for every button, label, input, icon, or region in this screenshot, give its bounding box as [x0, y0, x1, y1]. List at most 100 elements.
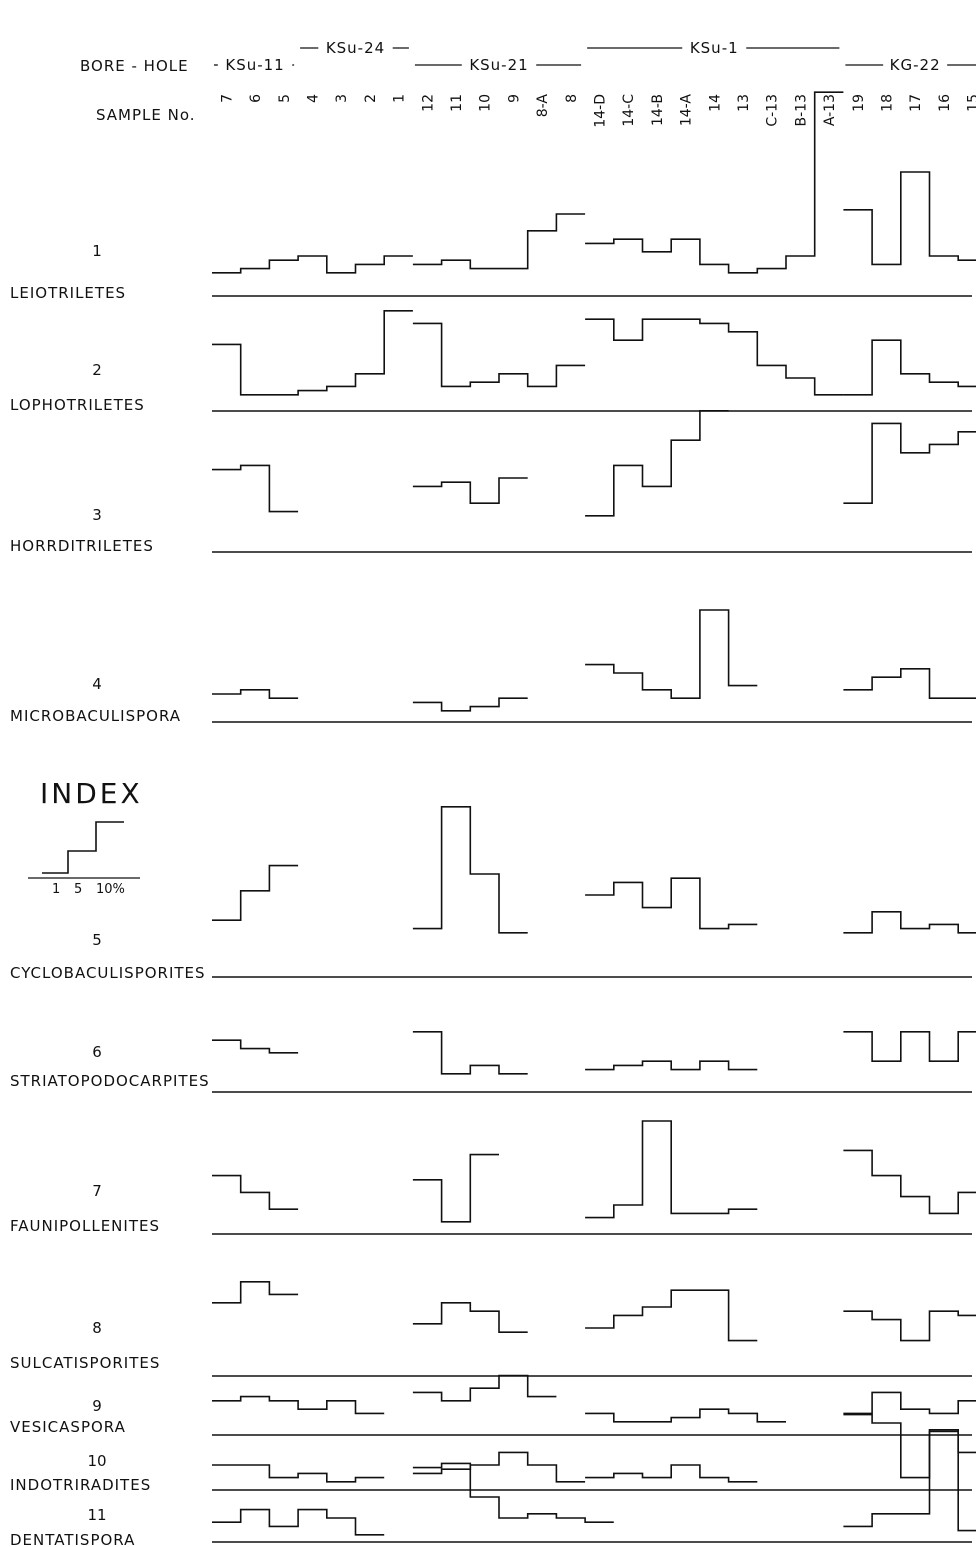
sample-number-labels: 7 6 5 4 3 2 1 12 11 10 9 8-A 8 14-D 14-C 14-B 14-A 14 13 C-…	[219, 94, 976, 128]
taxon-step-series	[212, 1174, 299, 1210]
taxon-number: 6	[92, 1043, 102, 1061]
sample-number-11: 11	[449, 94, 465, 112]
taxon-step-series	[585, 91, 844, 274]
taxon-step-series	[585, 1060, 758, 1071]
borehole-label-ksu-21: KSu-21	[469, 56, 528, 74]
taxon-step-series	[843, 1413, 976, 1479]
index-title: INDEX	[40, 777, 143, 810]
taxon-number: 10	[87, 1452, 106, 1470]
borehole-label-ksu-11: KSu-11	[225, 56, 284, 74]
taxon-step-series	[843, 1391, 976, 1415]
taxon-number: 3	[92, 506, 102, 524]
taxon-step-series	[212, 1395, 385, 1415]
taxon-step-series	[585, 318, 844, 396]
sample-number-14: 14	[707, 94, 723, 112]
taxon-step-series	[412, 477, 528, 504]
sample-number-14-b: 14-B	[650, 94, 666, 126]
index-tick-5: 5	[74, 882, 82, 897]
borehole-axis-label: BORE - HOLE	[80, 57, 189, 75]
taxon-step-series	[585, 410, 729, 517]
taxon-step-series	[412, 1302, 528, 1333]
taxon-step-series	[412, 806, 528, 934]
taxon-step-series	[212, 1039, 299, 1054]
taxon-name: STRIATOPODOCARPITES	[10, 1072, 210, 1090]
taxon-step-series	[843, 668, 976, 699]
taxon-number: 2	[92, 361, 102, 379]
taxon-panel-cyclobaculisporites: 5 CYCLOBACULISPORITES	[10, 806, 976, 982]
taxon-number: 11	[87, 1506, 106, 1524]
taxon-name: HORRDITRILETES	[10, 537, 154, 555]
taxon-step-series	[585, 1289, 758, 1342]
taxon-step-series	[212, 864, 299, 921]
chart-header: BORE - HOLE SAMPLE No. KSu-11KSu-24KSu-2…	[80, 39, 976, 128]
index-step-line	[42, 821, 124, 874]
sample-axis-label: SAMPLE No.	[96, 106, 196, 124]
taxon-number: 7	[92, 1182, 102, 1200]
taxon-step-series	[212, 689, 299, 699]
sample-number-7: 7	[219, 94, 235, 103]
taxon-step-series	[412, 213, 586, 270]
taxon-number: 9	[92, 1397, 102, 1415]
taxon-step-series	[585, 877, 758, 930]
taxon-step-series	[412, 1153, 499, 1223]
taxon-step-series	[412, 1451, 586, 1483]
taxon-number: 1	[92, 242, 102, 260]
taxon-name: MICROBACULISPORA	[10, 707, 181, 725]
index-tick-1: 1	[52, 882, 60, 897]
taxon-name: CYCLOBACULISPORITES	[10, 964, 206, 982]
taxon-step-series	[843, 171, 976, 266]
taxon-step-series	[843, 1429, 976, 1532]
borehole-label-ksu-24: KSu-24	[326, 39, 385, 57]
taxon-panel-faunipollenites: 7 FAUNIPOLLENITES	[10, 1120, 976, 1235]
taxon-step-series	[212, 464, 299, 513]
sample-number-4: 4	[305, 94, 321, 103]
taxon-panel-vesicaspora: 9 VESICASPORA	[10, 1374, 976, 1436]
sample-number-12: 12	[420, 94, 436, 112]
sample-number-8: 8	[564, 94, 580, 103]
taxon-name: LOPHOTRILETES	[10, 396, 145, 414]
taxa-panels: 1 LEIOTRILETES 2 LOPHOTRILETES 3 HORRDITRILET…	[10, 91, 976, 1547]
taxon-number: 5	[92, 931, 102, 949]
sample-number-1: 1	[392, 94, 408, 103]
taxon-name: INDOTRIRADITES	[10, 1476, 151, 1494]
taxon-step-series	[585, 1464, 758, 1483]
sample-number-14-a: 14-A	[679, 94, 695, 127]
borehole-label-kg-22: KG-22	[890, 56, 941, 74]
taxon-panel-indotriradites: 10 INDOTRIRADITES	[10, 1413, 976, 1494]
sample-number-6: 6	[248, 94, 264, 103]
taxon-step-series	[212, 1508, 385, 1536]
sample-number-8-a: 8-A	[535, 94, 551, 118]
taxon-step-series	[843, 339, 976, 396]
sample-number-10: 10	[478, 94, 494, 112]
taxon-name: DENTATISPORA	[10, 1531, 135, 1547]
taxon-step-series	[212, 310, 413, 396]
taxon-panel-leiotriletes: 1 LEIOTRILETES	[10, 91, 976, 302]
sample-number-15: 15	[966, 94, 976, 112]
taxon-name: FAUNIPOLLENITES	[10, 1217, 160, 1235]
taxon-step-series	[843, 1310, 976, 1342]
sample-number-c-13: C-13	[765, 94, 781, 127]
taxon-step-series	[585, 1408, 786, 1423]
sample-number-16: 16	[937, 94, 953, 112]
taxon-number: 8	[92, 1319, 102, 1337]
sample-number-17: 17	[908, 94, 924, 112]
taxon-name: VESICASPORA	[10, 1418, 126, 1436]
taxon-panel-striatopodocarpites: 6 STRIATOPODOCARPITES	[10, 1031, 976, 1093]
sample-number-5: 5	[277, 94, 293, 103]
taxon-step-series	[412, 1462, 614, 1523]
sample-number-3: 3	[334, 94, 350, 103]
sample-number-b-13: B-13	[793, 94, 809, 126]
taxon-step-series	[412, 1031, 528, 1075]
taxon-panel-lophotriletes: 2 LOPHOTRILETES	[10, 310, 976, 414]
taxon-step-series	[843, 422, 976, 504]
sample-number-14-d: 14-D	[592, 94, 608, 128]
taxon-step-series	[585, 1120, 758, 1219]
taxon-step-series	[212, 255, 413, 274]
borehole-label-ksu-1: KSu-1	[690, 39, 739, 57]
taxon-step-series	[585, 609, 758, 699]
sample-number-13: 13	[736, 94, 752, 112]
taxon-panel-horrditriletes: 3 HORRDITRILETES	[10, 410, 976, 555]
sample-number-9: 9	[506, 94, 522, 103]
